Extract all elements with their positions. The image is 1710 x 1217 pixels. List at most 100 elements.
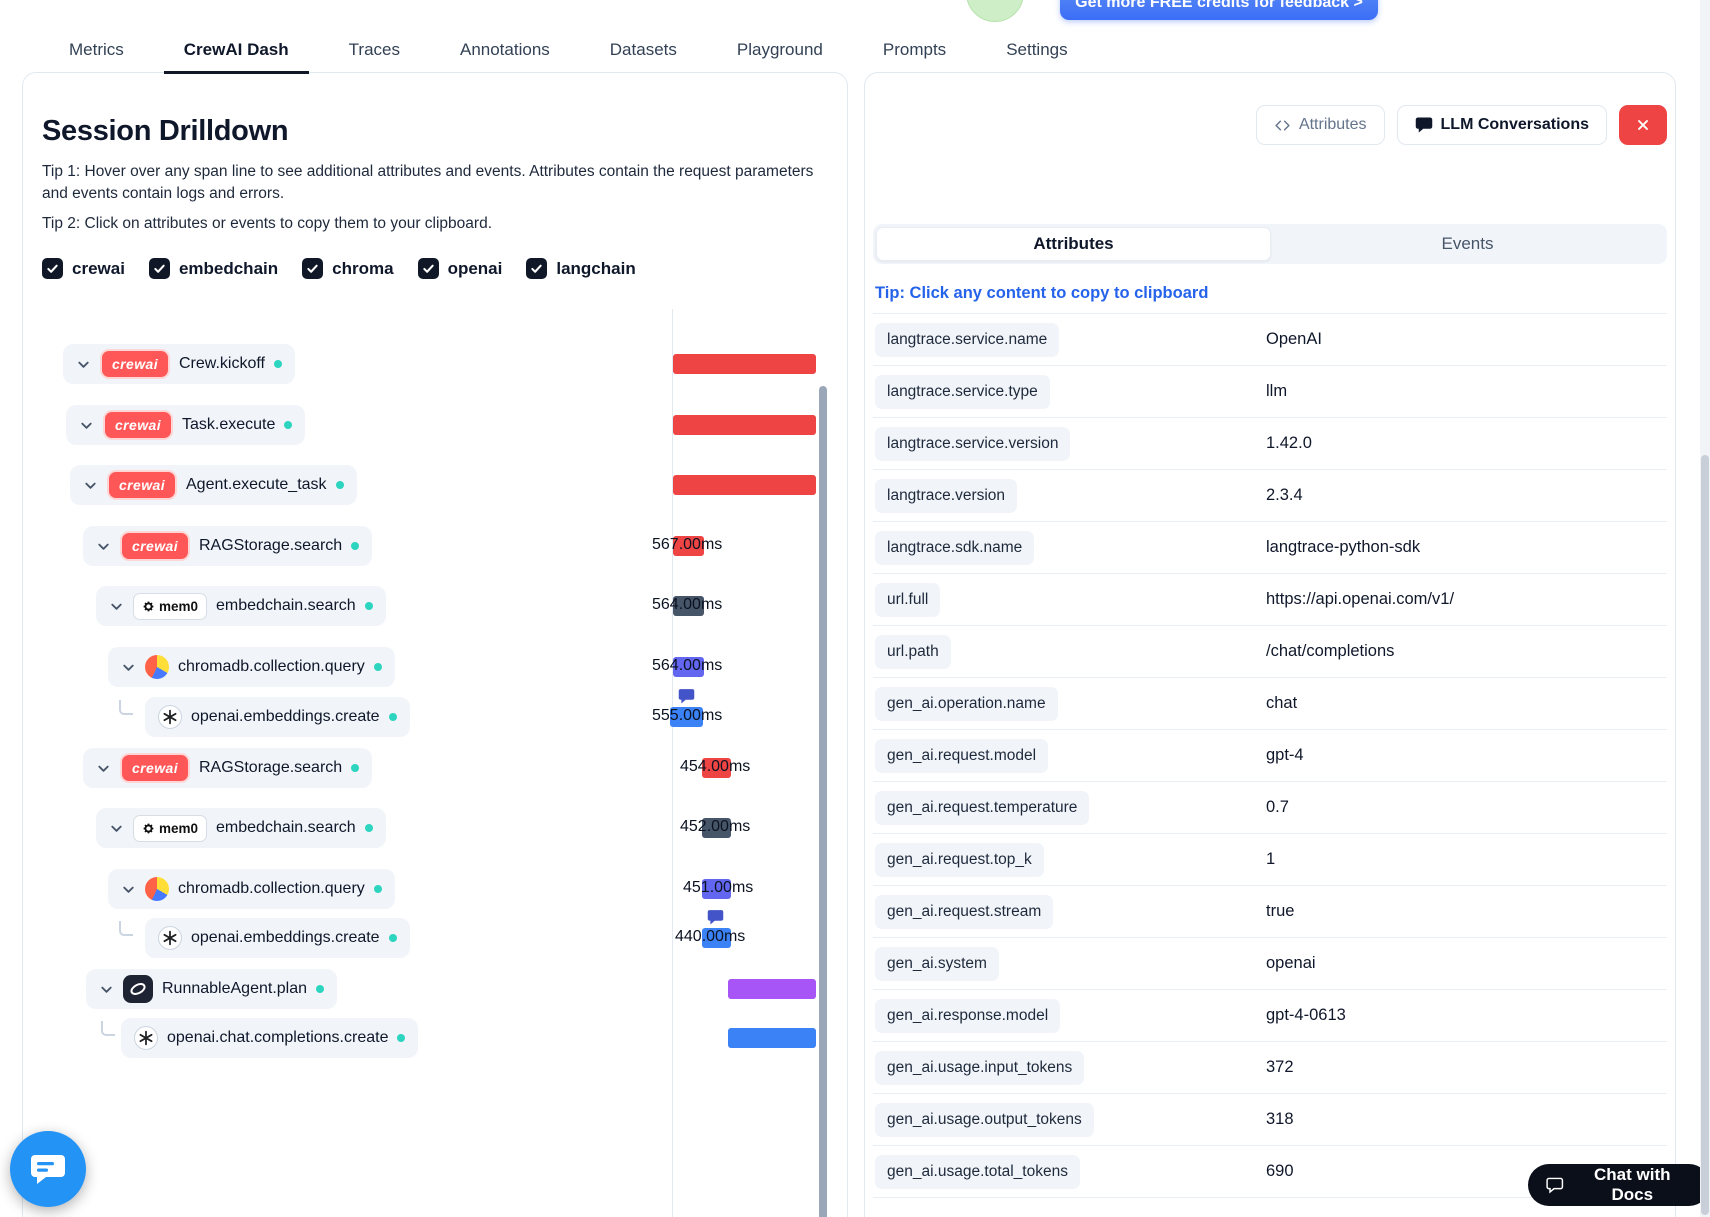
attribute-value[interactable]: openai [1266, 954, 1316, 972]
attribute-value[interactable]: 318 [1266, 1110, 1294, 1128]
chat-with-docs-button[interactable]: Chat with Docs [1528, 1164, 1710, 1206]
span-timeline-bar[interactable] [702, 928, 731, 948]
llm-conversations-button[interactable]: LLM Conversations [1396, 105, 1607, 145]
attribute-value[interactable]: 1.42.0 [1266, 434, 1312, 452]
filter-chroma[interactable]: chroma [302, 258, 394, 279]
attribute-key[interactable]: gen_ai.request.model [875, 738, 1049, 773]
attribute-key[interactable]: langtrace.service.name [875, 322, 1060, 357]
span-chromadb-collection-query[interactable]: chromadb.collection.query [108, 647, 395, 687]
attribute-value[interactable]: 0.7 [1266, 798, 1289, 816]
span-timeline-bar[interactable] [702, 818, 731, 838]
attribute-value[interactable]: 1 [1266, 850, 1276, 868]
span-timeline-bar[interactable] [728, 979, 816, 999]
span-runnableagent-plan[interactable]: RunnableAgent.plan [86, 969, 338, 1009]
attribute-key[interactable]: gen_ai.request.temperature [875, 790, 1090, 825]
tab-attributes[interactable]: Attributes [876, 227, 1271, 261]
filter-crewai[interactable]: crewai [42, 258, 125, 279]
attribute-key[interactable]: gen_ai.request.stream [875, 894, 1054, 929]
span-timeline-bar[interactable] [673, 657, 704, 677]
span-timeline-bar[interactable] [673, 596, 704, 616]
checkbox-embedchain[interactable] [148, 258, 170, 279]
conversation-bubble-icon[interactable] [678, 688, 695, 705]
attribute-value[interactable]: llm [1266, 382, 1288, 400]
conversation-bubble-icon[interactable] [707, 909, 724, 926]
span-openai-embeddings-create[interactable]: openai.embeddings.create [145, 697, 410, 737]
llm-conversation-marker[interactable] [678, 688, 695, 705]
span-timeline-bar[interactable] [673, 536, 704, 556]
attribute-value[interactable]: 690 [1266, 1162, 1294, 1180]
credits-button[interactable]: Get more FREE credits for feedback > [1060, 0, 1378, 20]
tab-events[interactable]: Events [1441, 234, 1494, 253]
attribute-value[interactable]: gpt-4-0613 [1266, 1006, 1346, 1024]
span-timeline-bar[interactable] [728, 1028, 816, 1048]
attribute-value[interactable]: langtrace-python-sdk [1266, 538, 1421, 556]
nav-tab-settings[interactable]: Settings [1006, 40, 1068, 59]
nav-tab-prompts[interactable]: Prompts [882, 40, 947, 59]
span-ragstorage-search[interactable]: crewai RAGStorage.search [83, 748, 373, 788]
span-timeline-bar[interactable] [670, 707, 703, 727]
attribute-key[interactable]: gen_ai.usage.input_tokens [875, 1050, 1085, 1085]
chevron-down-icon[interactable] [76, 357, 91, 372]
nav-tab-playground[interactable]: Playground [736, 40, 823, 59]
nav-tab-traces[interactable]: Traces [348, 40, 400, 59]
tree-scrollbar[interactable] [819, 386, 827, 1217]
attribute-key[interactable]: langtrace.service.type [875, 374, 1050, 409]
span-timeline-bar[interactable] [673, 415, 816, 435]
attribute-key[interactable]: gen_ai.system [875, 946, 999, 981]
attribute-key[interactable]: gen_ai.usage.total_tokens [875, 1154, 1080, 1189]
attribute-value[interactable]: gpt-4 [1266, 746, 1304, 764]
attribute-value[interactable]: OpenAI [1266, 330, 1322, 348]
attribute-key[interactable]: url.full [875, 582, 941, 617]
filter-openai[interactable]: openai [417, 258, 502, 279]
nav-tab-metrics[interactable]: Metrics [69, 40, 124, 59]
filter-embedchain[interactable]: embedchain [148, 258, 278, 279]
nav-tab-crewai-dash[interactable]: CrewAI Dash [163, 28, 309, 74]
attribute-key[interactable]: gen_ai.response.model [875, 998, 1061, 1033]
chevron-down-icon[interactable] [121, 660, 136, 675]
span-task-execute[interactable]: crewai Task.execute [66, 405, 306, 445]
span-embedchain-search[interactable]: mem0 embedchain.search [96, 586, 386, 626]
attribute-key[interactable]: langtrace.service.version [875, 426, 1071, 461]
attribute-key[interactable]: gen_ai.request.top_k [875, 842, 1044, 877]
chevron-down-icon[interactable] [99, 982, 114, 997]
span-timeline-bar[interactable] [673, 354, 816, 374]
attribute-key[interactable]: gen_ai.usage.output_tokens [875, 1102, 1094, 1137]
span-ragstorage-search[interactable]: crewai RAGStorage.search [83, 526, 373, 566]
span-timeline-bar[interactable] [673, 475, 816, 495]
chevron-down-icon[interactable] [109, 599, 124, 614]
attributes-code-button[interactable]: Attributes [1255, 105, 1385, 145]
attribute-value[interactable]: 372 [1266, 1058, 1294, 1076]
close-button[interactable] [1619, 105, 1667, 145]
chevron-down-icon[interactable] [96, 539, 111, 554]
chevron-down-icon[interactable] [79, 418, 94, 433]
page-scrollbar-thumb[interactable] [1701, 455, 1709, 1215]
attribute-key[interactable]: gen_ai.operation.name [875, 686, 1058, 721]
nav-tab-annotations[interactable]: Annotations [459, 40, 550, 59]
chevron-down-icon[interactable] [96, 761, 111, 776]
span-crew-kickoff[interactable]: crewai Crew.kickoff [63, 344, 295, 384]
attribute-key[interactable]: url.path [875, 634, 951, 669]
attribute-value[interactable]: /chat/completions [1266, 642, 1395, 660]
filter-langchain[interactable]: langchain [526, 258, 636, 279]
span-timeline-bar[interactable] [702, 758, 731, 778]
llm-conversation-marker[interactable] [707, 909, 724, 926]
attribute-value[interactable]: chat [1266, 694, 1298, 712]
span-openai-embeddings-create[interactable]: openai.embeddings.create [145, 918, 410, 958]
span-openai-chat-completions-create[interactable]: openai.chat.completions.create [121, 1018, 419, 1058]
attribute-key[interactable]: langtrace.version [875, 478, 1018, 513]
checkbox-openai[interactable] [417, 258, 439, 279]
chevron-down-icon[interactable] [83, 478, 98, 493]
checkbox-chroma[interactable] [302, 258, 324, 279]
checkbox-crewai[interactable] [42, 258, 63, 279]
user-avatar[interactable] [966, 0, 1024, 22]
span-timeline-bar[interactable] [702, 879, 731, 899]
span-chromadb-collection-query[interactable]: chromadb.collection.query [108, 869, 395, 909]
chat-widget-launcher[interactable] [10, 1131, 86, 1207]
span-agent-execute-task[interactable]: crewai Agent.execute_task [70, 465, 357, 505]
attribute-value[interactable]: 2.3.4 [1266, 486, 1303, 504]
nav-tab-datasets[interactable]: Datasets [609, 40, 677, 59]
chevron-down-icon[interactable] [109, 821, 124, 836]
page-scrollbar[interactable] [1700, 0, 1710, 1217]
chevron-down-icon[interactable] [121, 882, 136, 897]
span-embedchain-search[interactable]: mem0 embedchain.search [96, 808, 386, 848]
